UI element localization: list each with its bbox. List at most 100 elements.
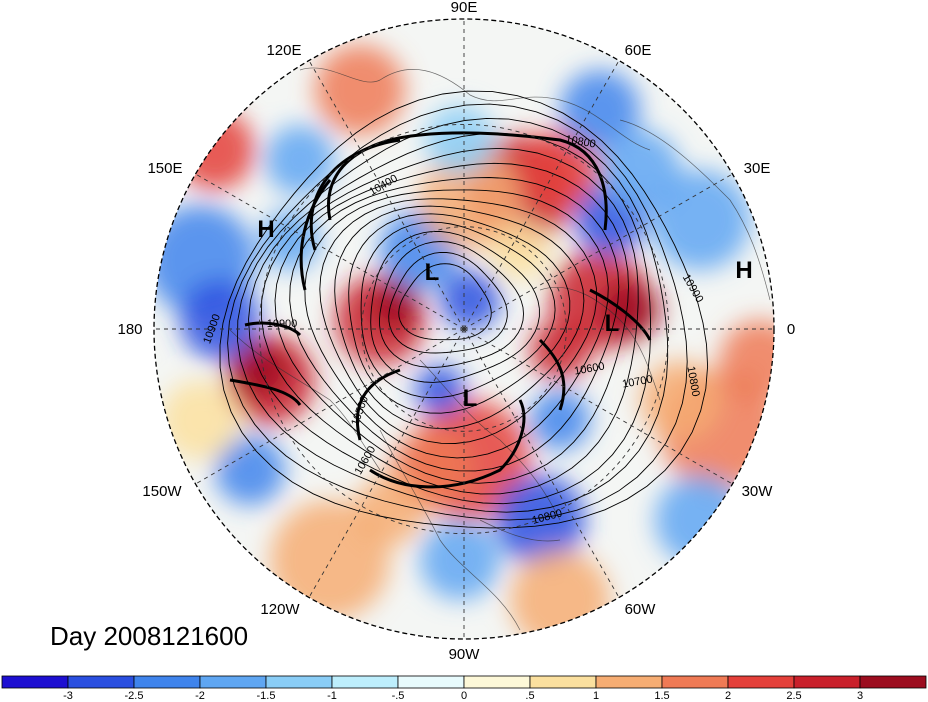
latitude-circle <box>258 123 670 535</box>
low-center-arctic: L <box>425 259 440 286</box>
lon-label-150e: 150E <box>147 160 182 177</box>
anomaly-blob <box>370 280 420 330</box>
lon-label-30w: 30W <box>742 483 774 500</box>
colorbar-tick-label: 2.5 <box>786 690 801 702</box>
colorbar-tick-label: -2 <box>195 690 205 702</box>
height-contour-line <box>379 241 524 368</box>
meridian-line <box>463 328 733 485</box>
coastlines <box>229 67 771 631</box>
height-contour-line <box>360 221 556 399</box>
anomaly-blob <box>720 320 774 400</box>
latitude-circle <box>361 226 567 432</box>
colorbar-swatch <box>1 675 69 689</box>
anomaly-blob <box>655 475 745 565</box>
anomaly-blob <box>265 125 335 195</box>
height-contours <box>219 90 709 529</box>
colorbar-tick-label: -2.5 <box>125 690 144 702</box>
day-title: Day 2008121600 <box>50 621 248 651</box>
height-contour-line <box>398 263 492 341</box>
height-contour-line <box>289 177 620 472</box>
colorbar-swatch <box>265 675 333 689</box>
height-contour-line <box>227 103 688 521</box>
colorbar-swatch <box>529 675 597 689</box>
colorbar-tick-label: 3 <box>857 690 863 702</box>
colorbar-swatch <box>463 675 531 689</box>
anomaly-blob <box>420 150 520 250</box>
lon-label-30e: 30E <box>744 160 771 177</box>
anomaly-blob <box>425 105 495 175</box>
colorbar-swatch <box>793 675 861 689</box>
meridian-line <box>463 328 620 598</box>
lon-label-60w: 60W <box>625 601 657 618</box>
colorbar-swatch <box>397 675 465 689</box>
height-contour-line <box>334 205 585 430</box>
contour-label: 10800 <box>564 133 596 150</box>
colorbar-tick-label: -3 <box>63 690 73 702</box>
contour-label: 10600 <box>573 360 605 377</box>
low-center-canada: L <box>463 385 478 412</box>
colorbar-tick-label: .5 <box>525 690 534 702</box>
anomaly-blob <box>495 475 585 565</box>
contour-label: 10700 <box>621 373 653 390</box>
lon-label-120e: 120E <box>266 42 301 59</box>
lon-label-180: 180 <box>117 321 142 338</box>
anomaly-blob <box>640 360 720 440</box>
lon-label-90e: 90E <box>451 0 478 16</box>
high-center-east: H <box>735 257 752 284</box>
lon-label-120w: 120W <box>260 601 300 618</box>
anomaly-blob <box>270 500 390 620</box>
height-contour-line <box>348 213 571 414</box>
contour-label: 10900 <box>267 318 298 330</box>
meridian-line <box>195 173 465 330</box>
height-contour-line <box>260 147 639 495</box>
colorbar-tick-label: 1 <box>593 690 599 702</box>
pressure-centers: H L H L L <box>257 216 752 412</box>
anomaly-blob <box>215 435 285 505</box>
high-center-west: H <box>257 216 274 243</box>
longitude-labels: 90E 60E 30E 0 30W 60W 90W 120W 150W 180 … <box>117 0 795 663</box>
height-contour-line <box>248 132 651 505</box>
anomaly-blob <box>160 380 240 460</box>
anomaly-field <box>154 19 774 639</box>
height-contour-line <box>388 251 508 354</box>
colorbar-tick-label: 1.5 <box>654 690 669 702</box>
meridian-line <box>308 328 465 598</box>
colorbar-tick-label: -1 <box>327 690 337 702</box>
height-contour-line <box>219 90 709 529</box>
colorbar-tick-label: 0 <box>461 690 467 702</box>
colorbar-tick-label: -.5 <box>392 690 405 702</box>
meridian-line <box>463 60 620 330</box>
height-contour-line <box>319 198 597 444</box>
anomaly-blob <box>315 45 405 135</box>
meridian-line <box>308 60 465 330</box>
colorbar-swatch <box>727 675 795 689</box>
height-contour-line <box>304 189 609 459</box>
lon-label-90w: 90W <box>449 646 481 663</box>
anomaly-blob <box>175 110 255 190</box>
height-contour-line <box>370 231 540 383</box>
colorbar-tick-label: -1.5 <box>257 690 276 702</box>
colorbar-swatch <box>133 675 201 689</box>
colorbar: -3 -2.5 -2 -1.5 -1 -.5 0 .5 1 1.5 2 2.5 3 <box>1 675 927 702</box>
low-center-europe: L <box>605 310 620 337</box>
anomaly-blob <box>415 365 465 415</box>
colorbar-swatch <box>199 675 267 689</box>
anomaly-blob <box>560 70 640 150</box>
colorbar-swatch <box>661 675 729 689</box>
anomaly-blob <box>180 280 260 360</box>
lon-label-0: 0 <box>787 321 795 338</box>
colorbar-swatch <box>67 675 135 689</box>
colorbar-swatch <box>331 675 399 689</box>
contour-label: 10800 <box>684 365 701 397</box>
anomaly-blob <box>530 390 590 450</box>
colorbar-tick-label: 2 <box>725 690 731 702</box>
jet-contours <box>229 131 652 489</box>
map-border <box>153 18 775 640</box>
colorbar-swatch <box>859 675 927 689</box>
meridian-line <box>195 328 465 485</box>
height-contour-line <box>237 117 669 513</box>
graticule <box>154 19 774 639</box>
lon-label-150w: 150W <box>142 483 182 500</box>
anomaly-blob <box>440 270 500 330</box>
